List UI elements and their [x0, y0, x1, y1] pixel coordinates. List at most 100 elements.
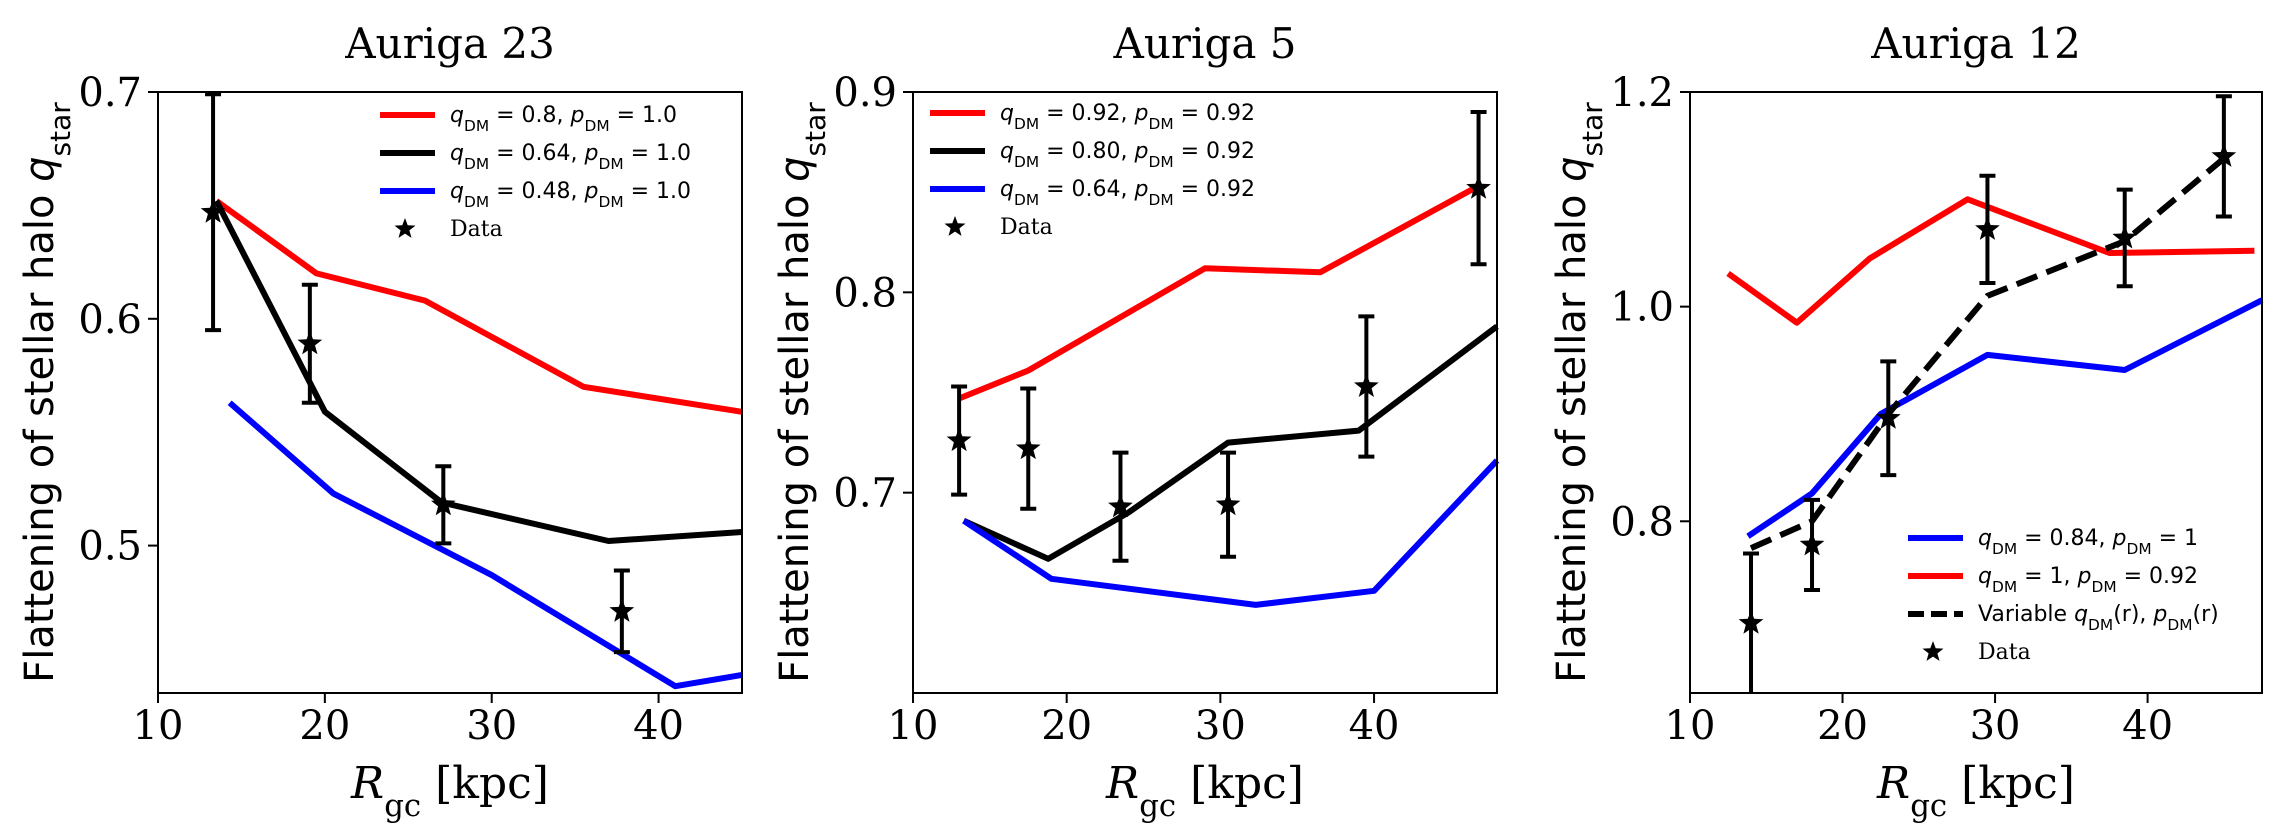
x-tick-label: 20 — [299, 703, 350, 749]
legend-label: qDM = 0.92, pDM = 0.92 — [1000, 101, 1255, 133]
text-span: star — [799, 102, 832, 157]
series-line-1 — [214, 198, 743, 415]
text-span: q — [2074, 602, 2088, 627]
y-tick-label: 1.2 — [1610, 70, 1674, 116]
text-span: q — [450, 141, 464, 166]
text-span: DM — [1992, 540, 2017, 558]
legend-label: qDM = 0.64, pDM = 1.0 — [450, 141, 691, 173]
y-tick-label: 0.5 — [78, 524, 142, 570]
text-span: DM — [1148, 153, 1173, 171]
text-span: DM — [2088, 616, 2113, 634]
text-span: DM — [584, 117, 609, 135]
x-axis-label: Rgc [kpc] — [350, 758, 549, 823]
text-span: DM — [1148, 115, 1173, 133]
x-tick-label: 10 — [888, 703, 939, 749]
x-tick-label: 40 — [633, 703, 684, 749]
text-span: = 0.80, — [1039, 139, 1134, 164]
legend-label: Data — [1978, 640, 2031, 665]
legend-star-marker — [1922, 641, 1944, 661]
text-span: p — [584, 179, 599, 204]
data-point-star — [1738, 610, 1764, 634]
x-axis-label: Rgc [kpc] — [1876, 758, 2075, 823]
text-span: gc — [384, 788, 421, 823]
text-span: p — [584, 141, 599, 166]
data-point-star — [297, 330, 323, 355]
text-span: DM — [1992, 578, 2017, 596]
legend-label: Data — [1000, 215, 1053, 240]
series-line-1 — [1746, 297, 2264, 539]
data-point-star — [431, 491, 456, 516]
data-point-star — [1466, 175, 1491, 199]
data-point-star — [1875, 405, 1901, 429]
data-point-star — [609, 598, 635, 622]
text-span: Flattening of stellar halo — [772, 182, 818, 683]
y-tick-label: 0.6 — [78, 297, 142, 343]
data-point-star — [2112, 225, 2138, 249]
legend-label: Variable qDM(r), pDM(r) — [1978, 602, 2219, 634]
y-axis-label: Flattening of stellar halo qstar — [1549, 102, 1609, 683]
legend-label: qDM = 0.84, pDM = 1 — [1978, 526, 2198, 558]
y-tick-label: 0.8 — [1610, 499, 1674, 545]
text-span: q — [17, 156, 63, 181]
text-span: DM — [2167, 616, 2192, 634]
series-line-3 — [1749, 149, 2234, 551]
text-span: q — [450, 103, 464, 128]
text-span: gc — [1910, 788, 1947, 823]
series-line-2 — [962, 324, 1499, 562]
x-tick-label: 40 — [1349, 703, 1400, 749]
text-span: q — [1549, 156, 1595, 181]
legend-label: qDM = 0.80, pDM = 0.92 — [1000, 139, 1255, 171]
text-span: = 0.48, — [489, 179, 584, 204]
y-tick-label: 0.8 — [833, 270, 897, 316]
chart-title: Auriga 23 — [344, 19, 555, 68]
plot-frame — [157, 91, 743, 694]
data-point-star — [200, 199, 226, 223]
text-span: [kpc] — [1176, 758, 1304, 809]
chart-title: Auriga 5 — [1113, 19, 1297, 68]
text-span: star — [44, 102, 77, 157]
text-span: q — [1000, 139, 1014, 164]
x-tick-label: 20 — [1041, 703, 1092, 749]
plot-frame — [912, 91, 1498, 694]
text-span: (r) — [2193, 602, 2219, 627]
x-tick-label: 30 — [1970, 703, 2021, 749]
text-span: q — [1978, 526, 1992, 551]
text-span: q — [1978, 564, 1992, 589]
text-span: = 0.64, — [1039, 177, 1134, 202]
text-span: [kpc] — [421, 758, 549, 809]
data-point-star — [1215, 491, 1241, 516]
text-span: = 0.92 — [1174, 177, 1255, 202]
text-span: q — [1000, 101, 1014, 126]
chart-panel-3: 10 20 30 40 0.8 1.0 1.2 Auriga 12 Rgc [kpc] Flatt… — [1549, 19, 2264, 823]
text-span: DM — [2126, 540, 2151, 558]
legend-star-marker — [944, 216, 966, 236]
plot-frame — [1689, 91, 2263, 694]
text-span: q — [450, 179, 464, 204]
text-span: DM — [1014, 115, 1039, 133]
text-span: q — [772, 156, 818, 181]
text-span: Flattening of stellar halo — [17, 182, 63, 683]
data-point-star — [1108, 493, 1133, 518]
text-span: = 1.0 — [624, 179, 691, 204]
text-span: p — [1134, 101, 1149, 126]
series-line-3 — [227, 400, 743, 690]
x-tick-label: 10 — [1665, 703, 1716, 749]
x-tick-label: 30 — [1195, 703, 1246, 749]
data-point-star — [1975, 216, 2000, 240]
text-span: star — [1576, 102, 1609, 157]
text-span: DM — [2091, 578, 2116, 596]
text-span: DM — [464, 155, 489, 173]
text-span: = 0.92 — [1174, 139, 1255, 164]
chart-panel-1: 10 20 30 40 0.5 0.6 0.7 Auriga 23 Rgc [kpc] Flatt… — [17, 19, 743, 823]
x-tick-label: 20 — [1817, 703, 1868, 749]
series-line-2 — [1726, 196, 2255, 326]
legend-label: qDM = 0.64, pDM = 0.92 — [1000, 177, 1255, 209]
text-span: DM — [1148, 191, 1173, 209]
text-span: p — [570, 103, 585, 128]
text-span: = 1, — [2017, 564, 2077, 589]
text-span: p — [2077, 564, 2092, 589]
text-span: p — [2112, 526, 2127, 551]
text-span: p — [1134, 139, 1149, 164]
